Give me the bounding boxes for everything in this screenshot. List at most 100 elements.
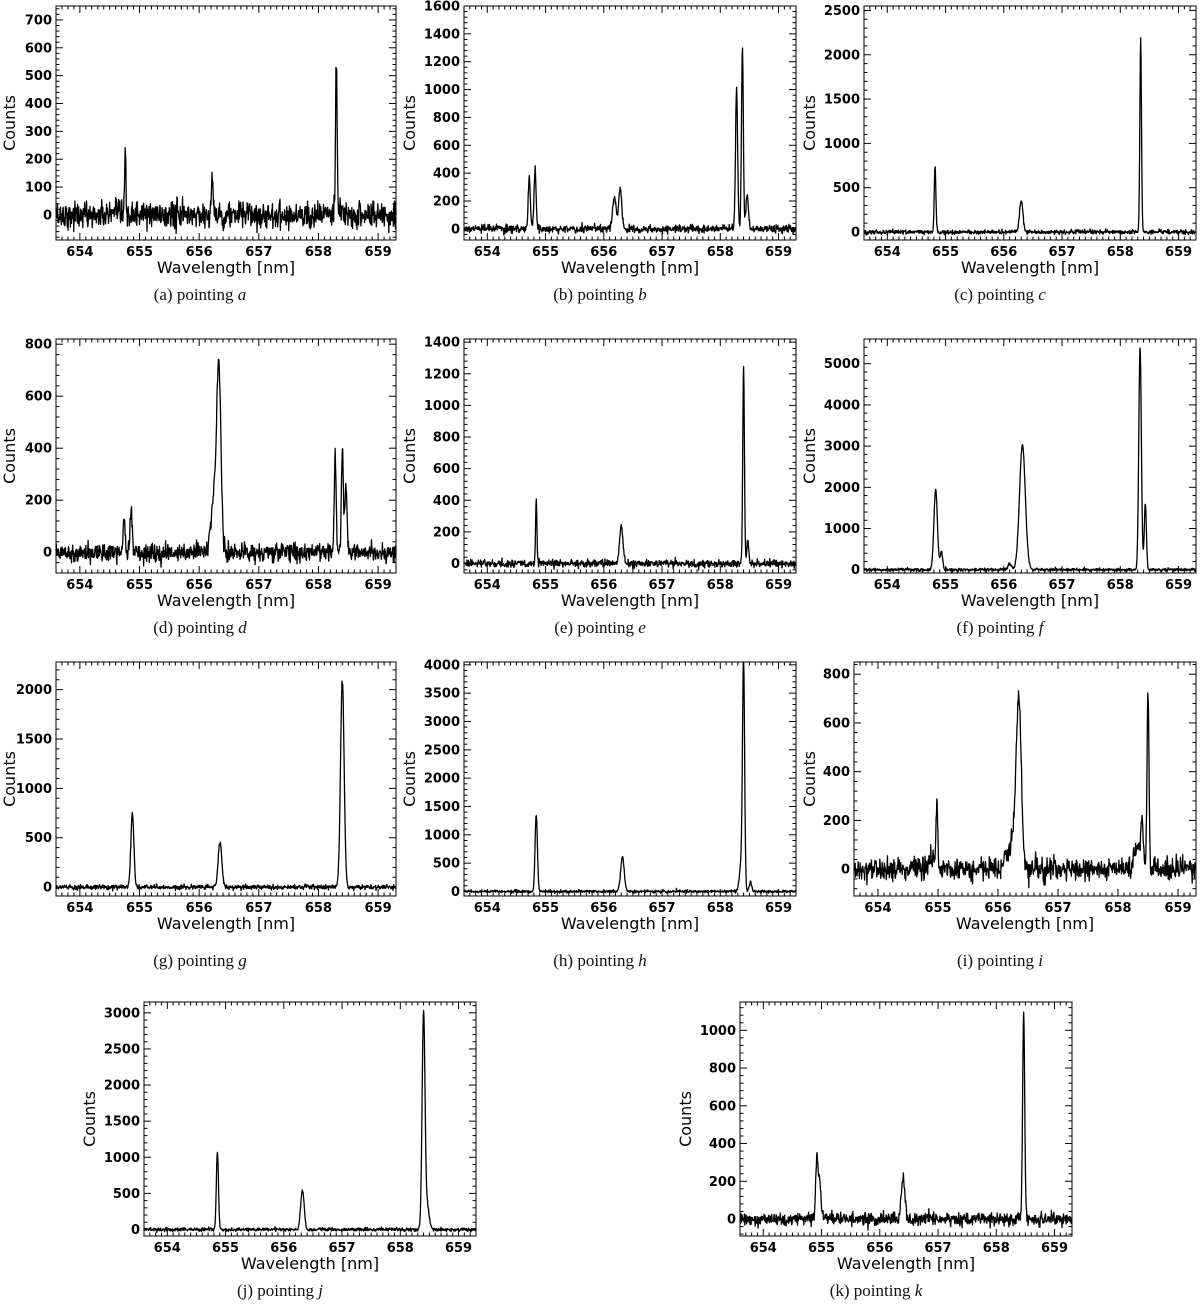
panel-e: 654 655 656 657 658 659 0 200 400 600 800 1000 1200 1… [400, 333, 800, 653]
x-axis-label: Wavelength [nm] [961, 591, 1099, 610]
x-tick-label: 657 [245, 578, 272, 593]
caption-a: (a) pointing a [0, 285, 400, 305]
y-tick-label: 200 [25, 153, 52, 168]
y-tick-label: 1000 [824, 522, 860, 537]
x-tick-label: 658 [1104, 901, 1131, 916]
x-tick-label: 656 [186, 901, 213, 916]
x-tick-label: 654 [66, 578, 93, 593]
panel-f: 654 655 656 657 658 659 0 1000 2000 3000 4000 5000 W… [800, 333, 1200, 653]
y-tick-label: 500 [833, 181, 860, 196]
spectrum-line [55, 358, 397, 568]
y-tick-label: 1000 [700, 1024, 736, 1039]
x-axis-label: Wavelength [nm] [157, 914, 295, 933]
x-tick-label: 659 [1041, 1241, 1068, 1256]
y-tick-label: 0 [43, 546, 52, 561]
y-tick-label: 2000 [104, 1079, 140, 1094]
x-tick-label: 654 [66, 901, 93, 916]
spectrum-line [463, 47, 797, 236]
y-tick-label: 400 [433, 167, 460, 182]
caption-letter-i: i [1038, 951, 1043, 970]
x-tick-label: 655 [212, 1241, 239, 1256]
y-tick-label: 200 [25, 494, 52, 509]
caption-letter-k: k [914, 1281, 923, 1300]
x-tick-label: 657 [328, 1241, 355, 1256]
x-tick-label: 659 [1165, 578, 1192, 593]
panel-d: 654 655 656 657 658 659 0 200 400 600 800 Wavelengt… [0, 333, 400, 653]
y-tick-label: 1400 [424, 336, 460, 351]
x-tick-label: 656 [186, 578, 213, 593]
spectrum-line [853, 690, 1197, 889]
x-tick-label: 657 [1048, 245, 1075, 260]
y-tick-label: 600 [433, 462, 460, 477]
y-tick-label: 1000 [424, 399, 460, 414]
x-tick-label: 656 [186, 245, 213, 260]
y-tick-label: 3000 [104, 1006, 140, 1021]
y-tick-label: 2000 [824, 481, 860, 496]
spectrum-line [863, 347, 1197, 573]
x-tick-label: 654 [474, 901, 501, 916]
caption-letter-j: j [318, 1281, 323, 1300]
spectrum-plot-c: 654 655 656 657 658 659 0 500 1000 1500 2000 2500 Wa… [800, 4, 1197, 277]
y-tick-label: 800 [709, 1062, 736, 1077]
caption-j: (j) pointing j [80, 1281, 480, 1301]
spectrum-line [143, 1009, 477, 1234]
x-tick-label: 655 [532, 245, 559, 260]
x-tick-label: 656 [590, 901, 617, 916]
x-tick-label: 656 [590, 578, 617, 593]
y-tick-label: 600 [25, 41, 52, 56]
plot-frame [863, 5, 1197, 241]
x-tick-label: 654 [66, 245, 93, 260]
x-axis-label: Wavelength [nm] [157, 591, 295, 610]
y-tick-label: 3000 [824, 440, 860, 455]
caption-letter-b: b [638, 285, 647, 304]
x-tick-label: 655 [126, 901, 153, 916]
panel-k: 654 655 656 657 658 659 0 200 400 600 800 1000 Wavel… [676, 996, 1076, 1310]
spectrum-line [463, 365, 797, 571]
plot-frame [863, 338, 1197, 574]
x-tick-label: 657 [648, 245, 675, 260]
y-axis-label: Counts [800, 95, 819, 151]
y-tick-label: 1400 [424, 27, 460, 42]
y-tick-label: 0 [841, 863, 850, 878]
x-tick-label: 657 [924, 1241, 951, 1256]
caption-f: (f) pointing f [800, 618, 1200, 638]
y-tick-label: 2500 [824, 4, 860, 19]
x-tick-label: 659 [765, 901, 792, 916]
y-tick-label: 400 [823, 765, 850, 780]
x-tick-label: 655 [532, 578, 559, 593]
caption-c: (c) pointing c [800, 285, 1200, 305]
spectrum-plot-f: 654 655 656 657 658 659 0 1000 2000 3000 4000 5000 W… [800, 338, 1197, 610]
y-tick-label: 2500 [424, 743, 460, 758]
x-tick-label: 656 [866, 1241, 893, 1256]
y-axis-label: Counts [80, 1091, 99, 1147]
x-tick-label: 657 [1044, 901, 1071, 916]
y-tick-label: 400 [25, 97, 52, 112]
caption-prefix-i: (i) pointing [957, 951, 1034, 970]
panel-h: 654 655 656 657 658 659 0 500 1000 1500 2000 2500 30… [400, 656, 800, 976]
caption-prefix-d: (d) pointing [153, 618, 234, 637]
y-tick-label: 500 [25, 69, 52, 84]
y-tick-label: 0 [43, 881, 52, 896]
plot-frame [463, 661, 797, 897]
y-axis-label: Counts [676, 1091, 695, 1147]
y-tick-label: 0 [131, 1223, 140, 1238]
x-tick-label: 654 [874, 578, 901, 593]
plot-frame [739, 1001, 1073, 1237]
x-axis-label: Wavelength [nm] [961, 258, 1099, 277]
x-tick-label: 659 [445, 1241, 472, 1256]
x-tick-label: 658 [305, 901, 332, 916]
y-tick-label: 3500 [424, 687, 460, 702]
y-tick-label: 2000 [16, 683, 52, 698]
x-tick-label: 655 [924, 901, 951, 916]
y-tick-label: 0 [451, 557, 460, 572]
x-tick-label: 655 [932, 245, 959, 260]
y-tick-label: 1000 [424, 828, 460, 843]
y-tick-label: 3000 [424, 715, 460, 730]
caption-prefix-b: (b) pointing [553, 285, 634, 304]
y-tick-label: 400 [709, 1137, 736, 1152]
x-tick-label: 655 [126, 578, 153, 593]
caption-prefix-e: (e) pointing [554, 618, 634, 637]
y-tick-label: 2000 [424, 772, 460, 787]
x-tick-label: 659 [365, 578, 392, 593]
y-tick-label: 200 [709, 1175, 736, 1190]
